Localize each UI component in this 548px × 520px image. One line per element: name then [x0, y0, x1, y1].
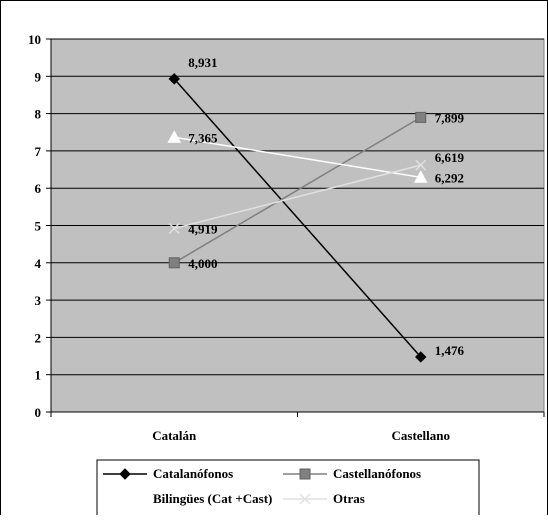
y-tick-label: 1 — [35, 368, 42, 383]
legend-label: Otras — [333, 491, 365, 506]
y-tick-label: 7 — [35, 144, 42, 159]
legend: Catalanófonos Castellanófonos Bilingües (C… — [96, 459, 480, 520]
marker-stroke — [168, 222, 180, 235]
legend-label: Catalanófonos — [153, 466, 233, 481]
data-point-castellan-fonos — [415, 111, 427, 123]
y-tick-label: 4 — [35, 256, 42, 271]
legend-marker-catalan-fonos — [119, 468, 131, 480]
x-tick-label: Catalán — [152, 428, 197, 443]
data-label: 7,365 — [188, 130, 218, 145]
data-point-otras — [415, 159, 427, 171]
marker-stroke — [299, 493, 311, 505]
y-tick-label: 5 — [35, 219, 42, 234]
legend-marker-castellan-fonos — [299, 468, 311, 480]
data-point-otras — [168, 222, 180, 235]
data-point-catalan-fonos — [415, 351, 427, 363]
y-tick-label: 2 — [35, 330, 42, 345]
x-tick-label: Castellano — [392, 428, 451, 443]
y-tick-label: 9 — [35, 69, 42, 84]
legend-marker-biling-es-cat-cast — [118, 491, 132, 505]
series-line-biling-es-cat-cast — [174, 136, 421, 179]
y-tick-label: 10 — [28, 32, 41, 47]
data-point-biling-es-cat-cast — [167, 130, 182, 143]
legend-label: Bilingües (Cat +Cast) — [153, 491, 272, 506]
data-label: 7,899 — [435, 110, 465, 125]
data-label: 4,919 — [188, 222, 218, 237]
series-line-catalan-fonos — [173, 78, 422, 358]
data-point-biling-es-cat-cast — [413, 170, 428, 183]
y-tick-label: 6 — [35, 181, 42, 196]
data-label: 6,619 — [435, 150, 465, 165]
legend-box — [96, 459, 480, 520]
data-label: 6,292 — [435, 170, 464, 185]
series-line-otras — [174, 164, 421, 230]
data-label: 8,931 — [188, 55, 217, 70]
data-point-castellan-fonos — [168, 257, 180, 269]
y-tick-label: 8 — [35, 107, 42, 122]
data-label: 1,476 — [435, 343, 465, 358]
data-labels: 8,931 1,476 4,000 7,899 7,365 6,292 4,919 6,619 — [188, 55, 464, 358]
y-tick-label: 3 — [35, 293, 42, 308]
y-tick-label: 0 — [35, 405, 42, 420]
axes: 0 1 2 3 4 5 6 7 8 9 10 Catalán Castellano — [28, 32, 545, 443]
legend-label: Castellanófonos — [333, 466, 421, 481]
gridlines — [51, 38, 544, 376]
marker-stroke — [415, 159, 427, 171]
data-label: 4,000 — [188, 256, 217, 271]
legend-marker-otras — [299, 493, 311, 505]
series-group — [167, 73, 428, 363]
data-point-catalan-fonos — [168, 73, 180, 85]
series-line-castellan-fonos — [173, 116, 422, 264]
